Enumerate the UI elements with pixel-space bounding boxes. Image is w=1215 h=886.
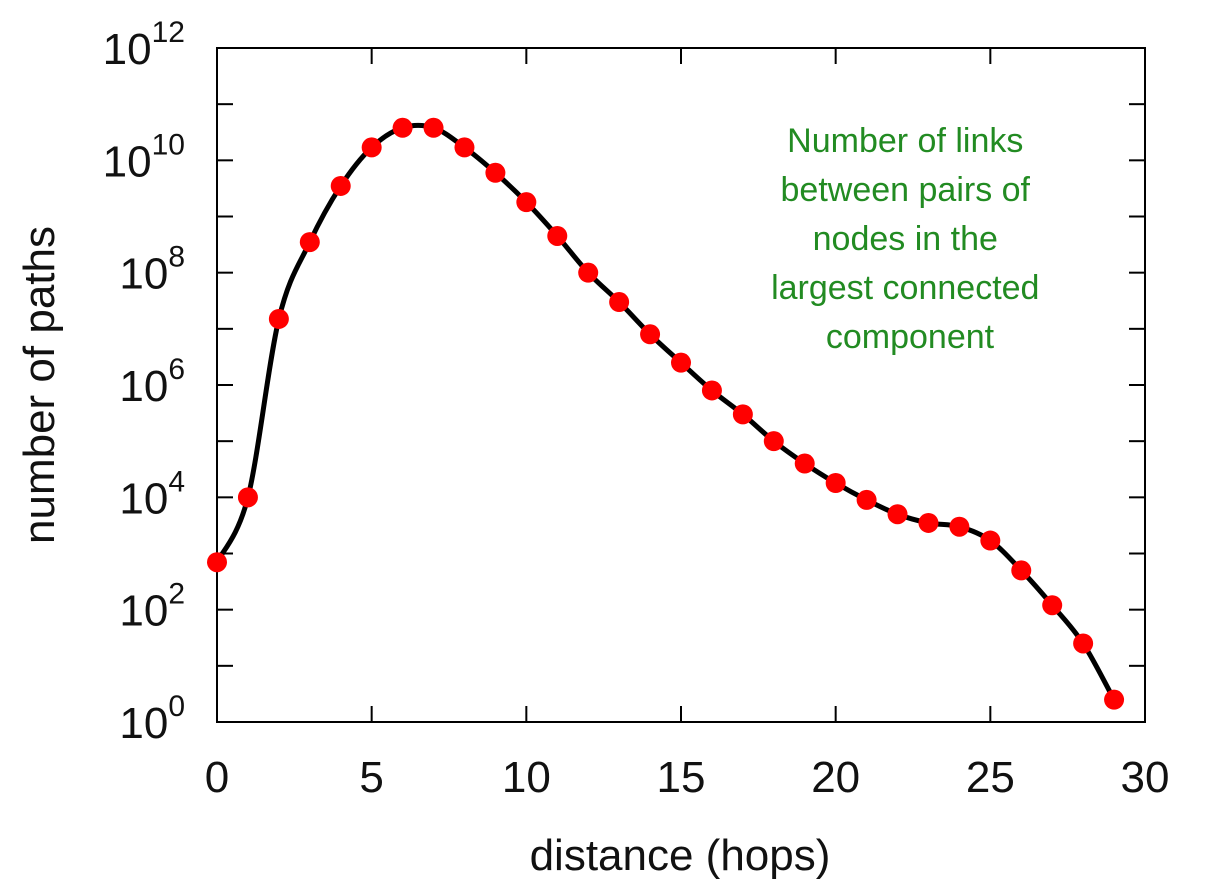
data-point: [237, 487, 258, 508]
data-point: [825, 473, 846, 493]
data-point: [485, 162, 506, 183]
y-tick-label: 106: [119, 353, 185, 411]
data-point: [330, 175, 351, 196]
x-tick-label: 20: [811, 753, 860, 802]
series: [207, 117, 1125, 710]
data-point: [609, 292, 630, 313]
annotation-line: nodes in the: [813, 220, 998, 258]
data-point: [701, 380, 722, 401]
x-tick-label: 25: [966, 753, 1015, 802]
y-tick-label: 104: [119, 465, 185, 523]
data-point: [794, 453, 815, 474]
annotation-line: largest connected: [771, 269, 1039, 307]
y-tick-label: 1012: [103, 16, 185, 74]
x-tick-label: 0: [205, 753, 229, 802]
data-point: [918, 512, 939, 533]
data-point: [1011, 560, 1032, 581]
x-tick-label: 10: [502, 753, 551, 802]
data-point: [640, 324, 661, 345]
data-point: [732, 404, 753, 425]
tick-labels: 0 5 10 15 20 25 30 100 102 104 106 108 1010 1012: [103, 16, 1170, 802]
data-point: [1042, 595, 1063, 616]
data-point: [547, 225, 568, 246]
x-tick-label: 30: [1121, 753, 1170, 802]
y-tick-label: 102: [119, 578, 185, 636]
y-axis-label: number of paths: [15, 226, 64, 544]
annotation-line: between pairs of: [781, 171, 1031, 209]
annotation-line: Number of links: [787, 122, 1023, 160]
data-point: [856, 489, 877, 510]
y-tick-label: 108: [119, 241, 185, 299]
data-point: [887, 504, 908, 525]
x-tick-label: 15: [657, 753, 706, 802]
y-tick-label: 100: [119, 690, 185, 748]
data-point: [299, 232, 320, 253]
data-point: [980, 530, 1001, 551]
data-point: [454, 137, 475, 158]
data-point: [207, 552, 227, 573]
annotation-line: component: [826, 318, 995, 356]
data-point: [763, 431, 784, 452]
data-point: [268, 308, 289, 329]
data-point: [671, 352, 691, 373]
data-point: [423, 117, 444, 138]
annotation-text: Number of links between pairs of nodes i…: [771, 122, 1049, 356]
data-point: [1073, 633, 1094, 654]
data-point: [392, 117, 413, 138]
x-axis-label: distance (hops): [530, 831, 831, 880]
data-point: [361, 137, 382, 158]
data-point: [1104, 689, 1125, 710]
data-point: [578, 262, 599, 283]
series-line: [214, 122, 1117, 703]
data-point: [949, 516, 970, 537]
ticks: [216, 47, 1146, 723]
data-point: [516, 192, 537, 213]
x-tick-label: 5: [359, 753, 383, 802]
y-tick-label: 1010: [103, 128, 185, 186]
